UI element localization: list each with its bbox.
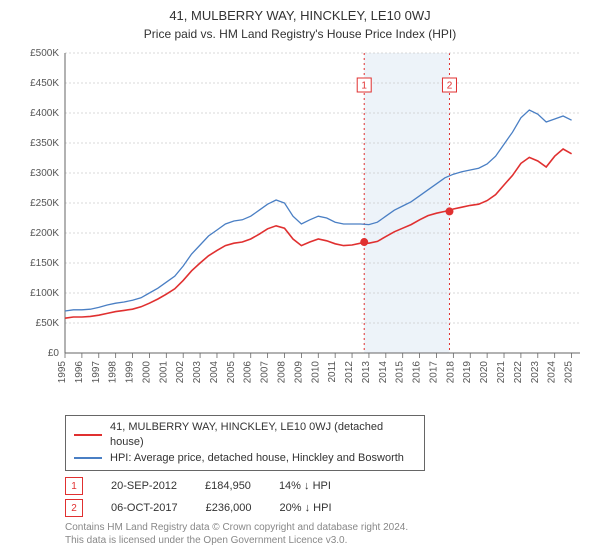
svg-text:2010: 2010 xyxy=(310,361,321,384)
svg-text:2003: 2003 xyxy=(192,361,203,384)
svg-text:2004: 2004 xyxy=(209,361,220,384)
svg-text:2: 2 xyxy=(447,81,453,92)
legend-label-2: HPI: Average price, detached house, Hinc… xyxy=(110,451,404,466)
svg-text:2006: 2006 xyxy=(243,361,254,384)
svg-text:1997: 1997 xyxy=(91,361,102,384)
svg-text:£150K: £150K xyxy=(30,258,59,269)
legend: 41, MULBERRY WAY, HINCKLEY, LE10 0WJ (de… xyxy=(65,415,425,471)
legend-swatch-2 xyxy=(74,457,102,459)
sale-delta-2: 20% ↓ HPI xyxy=(280,502,332,514)
svg-text:2005: 2005 xyxy=(226,361,237,384)
svg-text:£50K: £50K xyxy=(36,318,60,329)
attribution: Contains HM Land Registry data © Crown c… xyxy=(65,521,588,547)
chart-container: 41, MULBERRY WAY, HINCKLEY, LE10 0WJ Pri… xyxy=(0,0,600,560)
svg-text:2012: 2012 xyxy=(344,361,355,384)
svg-text:2001: 2001 xyxy=(158,361,169,384)
page-subtitle: Price paid vs. HM Land Registry's House … xyxy=(12,27,588,41)
svg-text:1995: 1995 xyxy=(57,361,68,384)
legend-item-property: 41, MULBERRY WAY, HINCKLEY, LE10 0WJ (de… xyxy=(74,420,416,451)
attribution-line-1: Contains HM Land Registry data © Crown c… xyxy=(65,521,588,534)
legend-item-hpi: HPI: Average price, detached house, Hinc… xyxy=(74,451,416,466)
svg-text:2025: 2025 xyxy=(564,361,575,384)
svg-text:£450K: £450K xyxy=(30,78,59,89)
svg-text:£0: £0 xyxy=(48,348,60,359)
svg-text:2024: 2024 xyxy=(547,361,558,384)
svg-text:2007: 2007 xyxy=(260,361,271,384)
sale-date-2: 06-OCT-2017 xyxy=(111,502,178,514)
svg-text:2008: 2008 xyxy=(277,361,288,384)
svg-text:2009: 2009 xyxy=(293,361,304,384)
svg-text:2020: 2020 xyxy=(479,361,490,384)
sale-row-2: 2 06-OCT-2017 £236,000 20% ↓ HPI xyxy=(65,499,588,517)
svg-text:£300K: £300K xyxy=(30,168,59,179)
svg-text:2021: 2021 xyxy=(496,361,507,384)
sale-marker-2: 2 xyxy=(65,499,83,517)
legend-swatch-1 xyxy=(74,434,102,436)
svg-text:2014: 2014 xyxy=(378,361,389,384)
svg-text:1996: 1996 xyxy=(74,361,85,384)
svg-text:2002: 2002 xyxy=(175,361,186,384)
sales-table: 1 20-SEP-2012 £184,950 14% ↓ HPI 2 06-OC… xyxy=(65,477,588,517)
svg-text:2015: 2015 xyxy=(395,361,406,384)
sale-price-1: £184,950 xyxy=(205,480,251,492)
svg-text:£400K: £400K xyxy=(30,108,59,119)
svg-text:2022: 2022 xyxy=(513,361,524,384)
svg-text:£100K: £100K xyxy=(30,288,59,299)
svg-text:1999: 1999 xyxy=(125,361,136,384)
svg-text:2018: 2018 xyxy=(445,361,456,384)
sale-marker-1: 1 xyxy=(65,477,83,495)
svg-text:2013: 2013 xyxy=(361,361,372,384)
sale-row-1: 1 20-SEP-2012 £184,950 14% ↓ HPI xyxy=(65,477,588,495)
svg-text:2011: 2011 xyxy=(327,361,338,383)
svg-text:£250K: £250K xyxy=(30,198,59,209)
svg-text:£350K: £350K xyxy=(30,138,59,149)
svg-text:2016: 2016 xyxy=(412,361,423,384)
svg-text:1: 1 xyxy=(361,81,367,92)
svg-text:1998: 1998 xyxy=(108,361,119,384)
svg-text:£200K: £200K xyxy=(30,228,59,239)
svg-text:£500K: £500K xyxy=(30,48,59,59)
svg-text:2000: 2000 xyxy=(141,361,152,384)
page-title: 41, MULBERRY WAY, HINCKLEY, LE10 0WJ xyxy=(12,8,588,23)
svg-text:2023: 2023 xyxy=(530,361,541,384)
sale-price-2: £236,000 xyxy=(206,502,252,514)
svg-text:2017: 2017 xyxy=(428,361,439,384)
sale-date-1: 20-SEP-2012 xyxy=(111,480,177,492)
line-chart: £0 £50K £100K £150K £200K £250K £300K £350K £400… xyxy=(12,47,588,407)
svg-text:2019: 2019 xyxy=(462,361,473,384)
sale-delta-1: 14% ↓ HPI xyxy=(279,480,331,492)
attribution-line-2: This data is licensed under the Open Gov… xyxy=(65,534,588,547)
legend-label-1: 41, MULBERRY WAY, HINCKLEY, LE10 0WJ (de… xyxy=(110,420,416,451)
